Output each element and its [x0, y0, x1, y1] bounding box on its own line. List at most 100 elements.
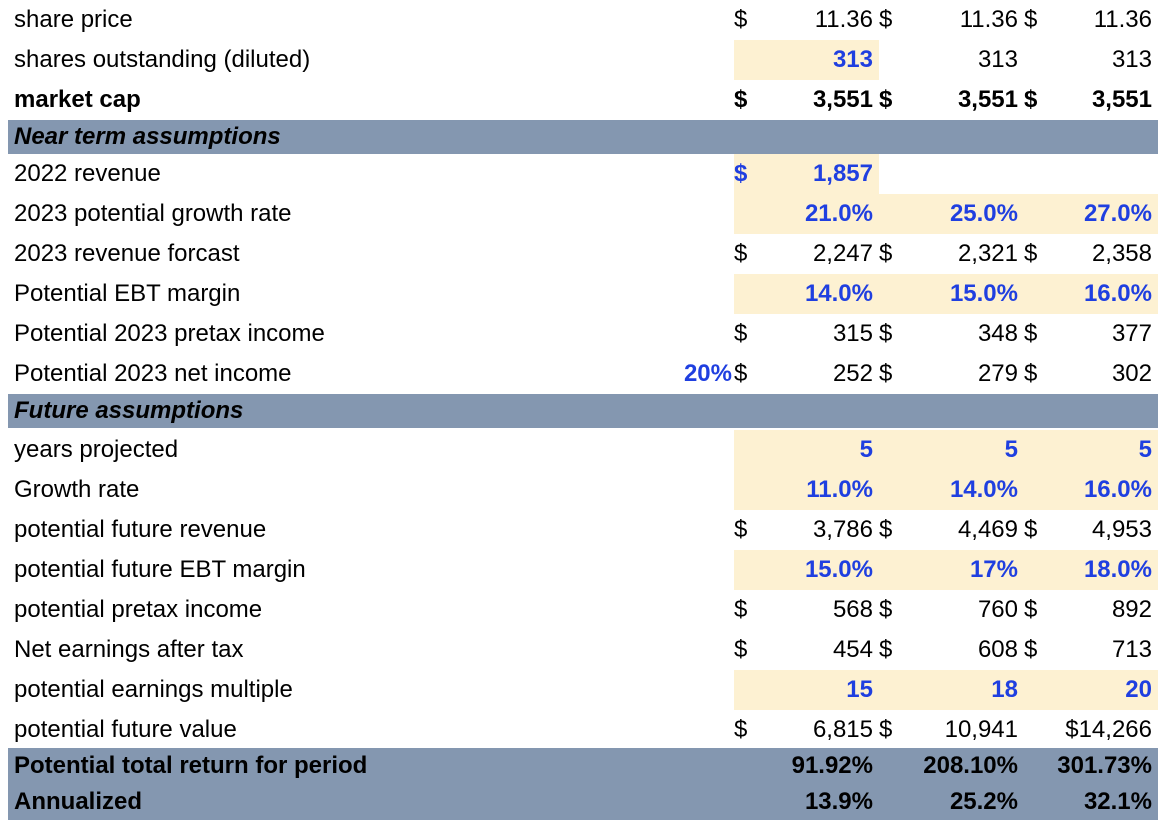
dollar-sign: $	[734, 160, 748, 187]
row-future-ebt-margin: potential future EBT margin 15.0% 17% 18…	[8, 550, 1158, 590]
value-cell[interactable]: 315	[832, 320, 873, 347]
section-header-near-term: Near term assumptions	[8, 120, 1158, 154]
row-label[interactable]: potential pretax income	[14, 596, 263, 623]
value-cell[interactable]: 377	[1111, 320, 1152, 347]
input-cell[interactable]: 27.0%	[1083, 200, 1152, 227]
value-cell[interactable]: 3,551	[812, 86, 873, 113]
input-cell[interactable]: 1,857	[812, 160, 873, 187]
value-cell[interactable]: 301.73%	[1057, 752, 1152, 779]
row-label[interactable]: 2023 potential growth rate	[14, 200, 292, 227]
dollar-sign: $	[879, 86, 893, 113]
value-cell[interactable]: 208.10%	[923, 752, 1018, 779]
row-label[interactable]: 2022 revenue	[14, 160, 161, 187]
value-cell[interactable]: 32.1%	[1083, 788, 1152, 815]
input-cell[interactable]: 5	[859, 436, 873, 463]
value-cell[interactable]: 10,941	[944, 716, 1018, 743]
value-cell[interactable]: 91.92%	[791, 752, 873, 779]
dollar-sign: $	[734, 596, 748, 623]
value-cell[interactable]: 3,551	[957, 86, 1018, 113]
input-band	[734, 430, 1158, 470]
section-title: Near term assumptions	[14, 123, 281, 150]
row-label[interactable]: 2023 revenue forcast	[14, 240, 240, 267]
row-2022-revenue: 2022 revenue $ 1,857	[8, 154, 1158, 194]
input-cell[interactable]: 16.0%	[1083, 280, 1152, 307]
input-band	[734, 470, 1158, 510]
row-label[interactable]: Potential EBT margin	[14, 280, 241, 307]
value-cell[interactable]: 2,358	[1091, 240, 1152, 267]
value-cell[interactable]: 348	[977, 320, 1018, 347]
value-cell[interactable]: 302	[1111, 360, 1152, 387]
dollar-sign: $	[734, 320, 748, 347]
row-label[interactable]: Growth rate	[14, 476, 140, 503]
row-label[interactable]: potential future value	[14, 716, 237, 743]
row-label[interactable]: potential future EBT margin	[14, 556, 306, 583]
value-cell[interactable]: 11.36	[959, 6, 1018, 33]
dollar-sign: $	[1024, 320, 1038, 347]
dollar-sign: $	[734, 716, 748, 743]
input-cell[interactable]: 20	[1125, 676, 1152, 703]
input-cell[interactable]: 16.0%	[1083, 476, 1152, 503]
row-label[interactable]: shares outstanding (diluted)	[14, 46, 311, 73]
row-label[interactable]: Net earnings after tax	[14, 636, 244, 663]
row-label[interactable]: potential earnings multiple	[14, 676, 293, 703]
input-cell[interactable]: 313	[734, 40, 879, 80]
input-cell[interactable]: 5	[1004, 436, 1018, 463]
input-cell[interactable]: 15.0%	[949, 280, 1018, 307]
row-label[interactable]: Annualized	[14, 788, 143, 815]
dollar-sign: $	[879, 6, 893, 33]
row-market-cap: market cap $ 3,551 $ 3,551 $ 3,551	[8, 80, 1158, 120]
row-earnings-multiple: potential earnings multiple 15 18 20	[8, 670, 1158, 710]
value-cell[interactable]: 2,247	[812, 240, 873, 267]
row-label[interactable]: market cap	[14, 86, 141, 113]
value-cell[interactable]: 454	[832, 636, 873, 663]
value-cell[interactable]: 313	[1111, 46, 1152, 73]
input-band	[734, 194, 1158, 234]
value-cell[interactable]: 11.36	[1093, 6, 1152, 33]
row-label[interactable]: share price	[14, 6, 133, 33]
section-title: Future assumptions	[14, 397, 244, 424]
input-cell[interactable]: 15.0%	[804, 556, 873, 583]
dollar-sign: $	[1024, 360, 1038, 387]
tax-rate-input[interactable]: 20%	[683, 360, 732, 387]
row-label[interactable]: Potential total return for period	[14, 752, 368, 779]
input-band	[734, 550, 1158, 590]
row-label[interactable]: Potential 2023 pretax income	[14, 320, 325, 347]
row-label[interactable]: Potential 2023 net income	[14, 360, 292, 387]
value-cell[interactable]: 2,321	[957, 240, 1018, 267]
input-cell[interactable]: 11.0%	[806, 476, 873, 503]
value-cell[interactable]: 3,551	[1091, 86, 1152, 113]
value-cell[interactable]: 313	[977, 46, 1018, 73]
input-cell[interactable]: 15	[846, 676, 873, 703]
value-cell[interactable]: 252	[832, 360, 873, 387]
value-cell[interactable]: 4,953	[1091, 516, 1152, 543]
input-cell[interactable]: 14.0%	[949, 476, 1018, 503]
value-cell[interactable]: 13.9%	[804, 788, 873, 815]
row-label[interactable]: potential future revenue	[14, 516, 267, 543]
value-cell[interactable]: 760	[977, 596, 1018, 623]
value-cell[interactable]: 568	[832, 596, 873, 623]
row-2023-growth-rate: 2023 potential growth rate 21.0% 25.0% 2…	[8, 194, 1158, 234]
value-cell[interactable]: 3,786	[812, 516, 873, 543]
input-cell[interactable]: 17%	[969, 556, 1018, 583]
value-cell[interactable]: 608	[977, 636, 1018, 663]
input-cell[interactable]: 25.0%	[949, 200, 1018, 227]
value-cell[interactable]: 279	[977, 360, 1018, 387]
input-cell[interactable]: 14.0%	[804, 280, 873, 307]
value-cell[interactable]: 11.36	[814, 6, 873, 33]
input-band	[734, 274, 1158, 314]
value-cell[interactable]: $14,266	[1065, 716, 1152, 743]
dollar-sign: $	[879, 320, 893, 347]
row-label[interactable]: years projected	[14, 436, 179, 463]
value-cell[interactable]: 4,469	[957, 516, 1018, 543]
value-cell[interactable]: 6,815	[812, 716, 873, 743]
value-cell[interactable]: 713	[1111, 636, 1152, 663]
input-cell[interactable]: 18	[991, 676, 1018, 703]
input-cell[interactable]: 18.0%	[1083, 556, 1152, 583]
row-years-projected: years projected 5 5 5	[8, 430, 1158, 470]
value-cell[interactable]: 25.2%	[949, 788, 1018, 815]
dollar-sign: $	[734, 240, 748, 267]
value-cell[interactable]: 892	[1111, 596, 1152, 623]
input-cell[interactable]: 21.0%	[804, 200, 873, 227]
input-cell[interactable]: 5	[1138, 436, 1152, 463]
dollar-sign: $	[1024, 240, 1038, 267]
